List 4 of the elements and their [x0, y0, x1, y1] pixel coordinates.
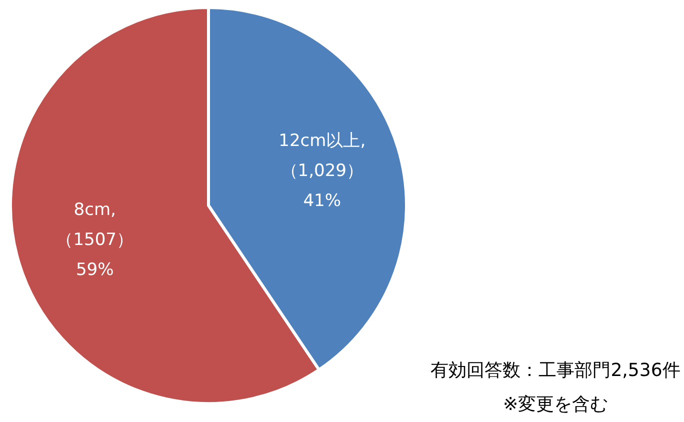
- text: ※変更を含む: [502, 394, 608, 415]
- text: 有効回答数：工事部門2,536件: [430, 360, 680, 381]
- slice-label: 12cm以上, （1,029） 41%: [278, 130, 366, 211]
- slice-label: 8cm, （1507） 59%: [56, 200, 134, 280]
